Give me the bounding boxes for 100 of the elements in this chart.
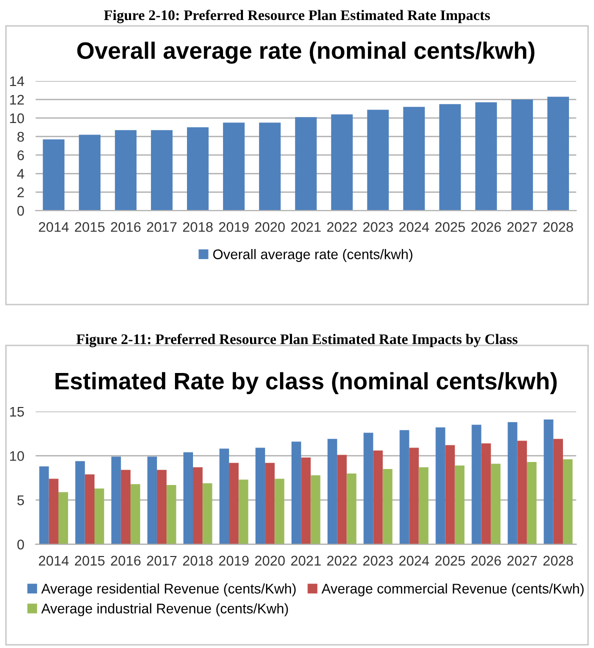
caption: Figure 2-11: Preferred Resource Plan Estimated Rate Impacts by Class — [76, 334, 518, 348]
bar — [229, 462, 239, 544]
legend-label: Overall average rate (cents/kwh) — [213, 249, 412, 262]
bar — [183, 452, 193, 544]
x-tick-label: 2022 — [327, 222, 357, 232]
y-tick-label: 10 — [10, 451, 24, 461]
x-tick-label: 2019 — [219, 222, 249, 232]
bar — [517, 440, 527, 544]
y-tick-label: 14 — [10, 76, 24, 86]
bar — [238, 480, 248, 544]
bar — [265, 462, 275, 544]
x-tick-label: 2020 — [255, 556, 285, 566]
bar — [337, 454, 347, 544]
x-tick-label: 2017 — [147, 222, 177, 232]
bar — [150, 130, 173, 211]
bar — [192, 467, 203, 544]
x-tick-label: 2021 — [291, 222, 321, 232]
bar — [84, 474, 94, 544]
bar — [475, 102, 497, 211]
bar — [147, 456, 157, 544]
bar — [328, 438, 338, 544]
bar — [166, 484, 176, 544]
x-tick-label: 2014 — [38, 556, 69, 566]
bar — [439, 104, 461, 211]
bar — [364, 432, 374, 544]
bar — [259, 122, 281, 211]
bar — [445, 445, 455, 544]
x-tick-label: 2014 — [38, 222, 69, 232]
x-tick-label: 2016 — [110, 556, 141, 566]
bar — [78, 134, 101, 211]
bar — [58, 492, 68, 544]
bar — [223, 122, 245, 211]
bar — [39, 466, 49, 544]
bar — [274, 478, 284, 544]
bar — [562, 459, 573, 544]
bar — [436, 427, 446, 544]
y-tick-label: 10 — [10, 113, 24, 124]
bar — [301, 458, 311, 544]
bar — [255, 448, 266, 544]
x-tick-label: 2015 — [74, 222, 105, 232]
x-tick-label: 2025 — [435, 556, 465, 566]
x-tick-label: 2020 — [255, 222, 285, 232]
bar — [75, 461, 85, 544]
bar — [373, 450, 383, 544]
x-tick-label: 2027 — [507, 556, 537, 566]
bar — [409, 448, 419, 544]
x-tick-label: 2028 — [543, 556, 574, 566]
bar — [120, 470, 131, 544]
y-tick-label: 12 — [10, 94, 24, 105]
bar — [219, 448, 230, 544]
x-tick-label: 2027 — [507, 222, 537, 232]
y-tick-label: 6 — [18, 150, 24, 160]
bar — [511, 100, 533, 211]
bar — [346, 473, 356, 544]
y-tick-label: 4 — [17, 169, 24, 179]
bar — [202, 483, 212, 544]
bar — [490, 464, 501, 544]
y-tick-label: 0 — [17, 206, 24, 216]
bar — [367, 110, 389, 211]
bar — [481, 443, 491, 544]
legend-label: Average residential Revenue (cents/Kwh) — [41, 583, 296, 596]
legend-label: Average commercial Revenue (cents/Kwh) — [322, 583, 584, 596]
bar — [94, 488, 104, 544]
bar — [186, 127, 209, 211]
bar — [331, 114, 353, 211]
x-tick-label: 2021 — [291, 556, 321, 566]
bar — [291, 442, 302, 544]
x-tick-label: 2023 — [363, 222, 393, 232]
bar — [544, 419, 554, 544]
bar — [114, 130, 137, 211]
caption: Figure 2-10: Preferred Resource Plan Estimated Rate Impacts — [104, 10, 490, 24]
bar — [553, 438, 563, 544]
x-tick-label: 2024 — [399, 556, 430, 566]
x-tick-label: 2026 — [471, 556, 501, 566]
bar — [156, 470, 167, 544]
x-tick-label: 2017 — [147, 556, 177, 566]
bar — [547, 96, 569, 211]
x-tick-label: 2016 — [110, 222, 141, 232]
y-tick-label: 0 — [17, 540, 24, 550]
bar — [130, 484, 140, 544]
x-tick-label: 2019 — [219, 556, 249, 566]
bar — [111, 456, 121, 544]
bar — [42, 139, 64, 211]
legend-label: Average industrial Revenue (cents/Kwh) — [41, 603, 288, 616]
bar — [508, 422, 518, 544]
y-tick-label: 8 — [17, 132, 24, 142]
bar — [295, 117, 317, 211]
x-tick-label: 2023 — [363, 556, 393, 566]
x-tick-label: 2015 — [74, 556, 105, 566]
x-tick-label: 2022 — [327, 556, 357, 566]
chart-title: Estimated Rate by class (nominal cents/kwh) — [56, 372, 557, 394]
x-tick-label: 2028 — [543, 222, 574, 232]
x-tick-label: 2018 — [183, 222, 213, 232]
bar — [310, 475, 320, 544]
chart-title: Overall average rate (nominal cents/kwh) — [77, 42, 534, 64]
x-tick-label: 2024 — [399, 222, 430, 232]
x-tick-label: 2018 — [183, 556, 213, 566]
y-tick-label: 2 — [18, 187, 24, 198]
bar — [400, 430, 410, 544]
y-tick-label: 5 — [17, 496, 24, 506]
